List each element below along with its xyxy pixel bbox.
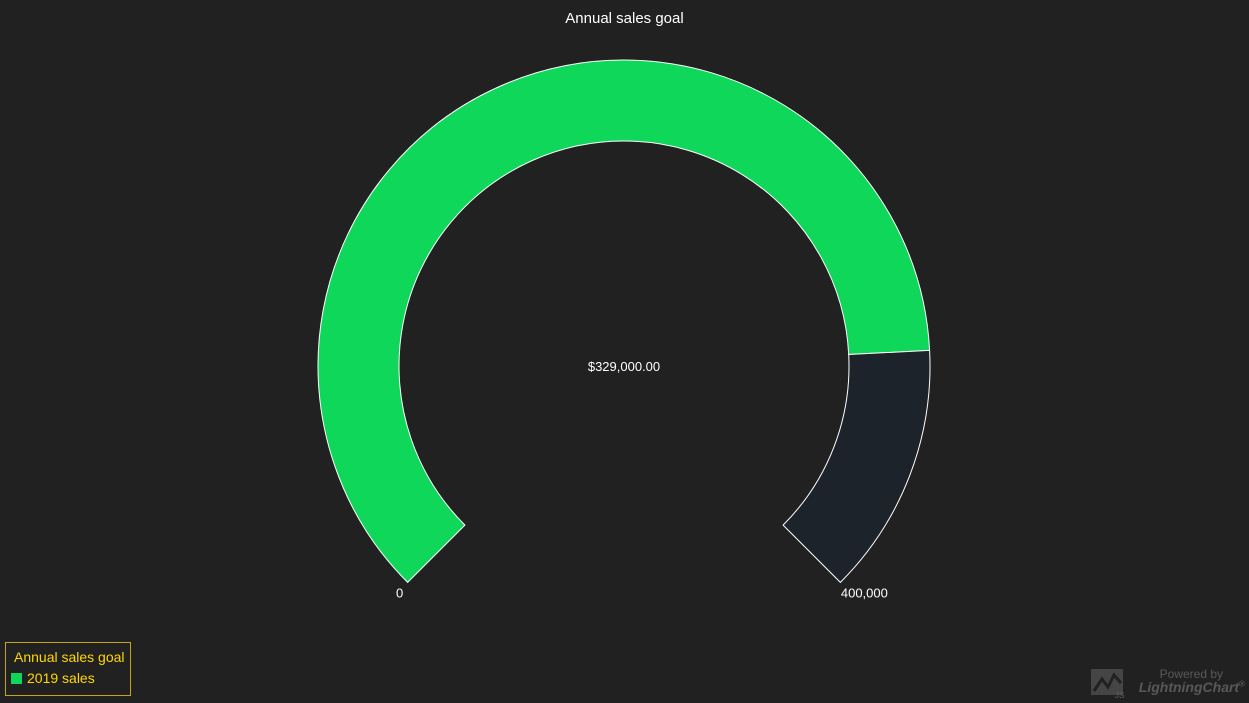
watermark-brand-text: LightningChart®: [1138, 679, 1245, 695]
lightningchart-logo-icon: JS: [1091, 669, 1124, 699]
legend-entry[interactable]: 2019 sales: [11, 670, 130, 686]
gauge-value-label: $329,000.00: [588, 359, 660, 374]
lightningchart-watermark: JS Powered by LightningChart®: [1090, 667, 1245, 699]
gauge-min-label: 0: [396, 585, 403, 600]
gauge-value-arc[interactable]: [317, 59, 931, 584]
legend-swatch: [11, 672, 22, 684]
legend-entry-label: 2019 sales: [27, 670, 95, 686]
svg-text:JS: JS: [1115, 691, 1124, 699]
watermark-powered-text: Powered by: [1159, 667, 1223, 681]
gauge-max-label: 400,000: [841, 585, 888, 600]
gauge-remainder-arc[interactable]: [782, 349, 931, 584]
chart-title: Annual sales goal: [565, 10, 684, 27]
legend-box: Annual sales goal 2019 sales: [5, 642, 131, 696]
legend-title: Annual sales goal: [14, 649, 125, 665]
